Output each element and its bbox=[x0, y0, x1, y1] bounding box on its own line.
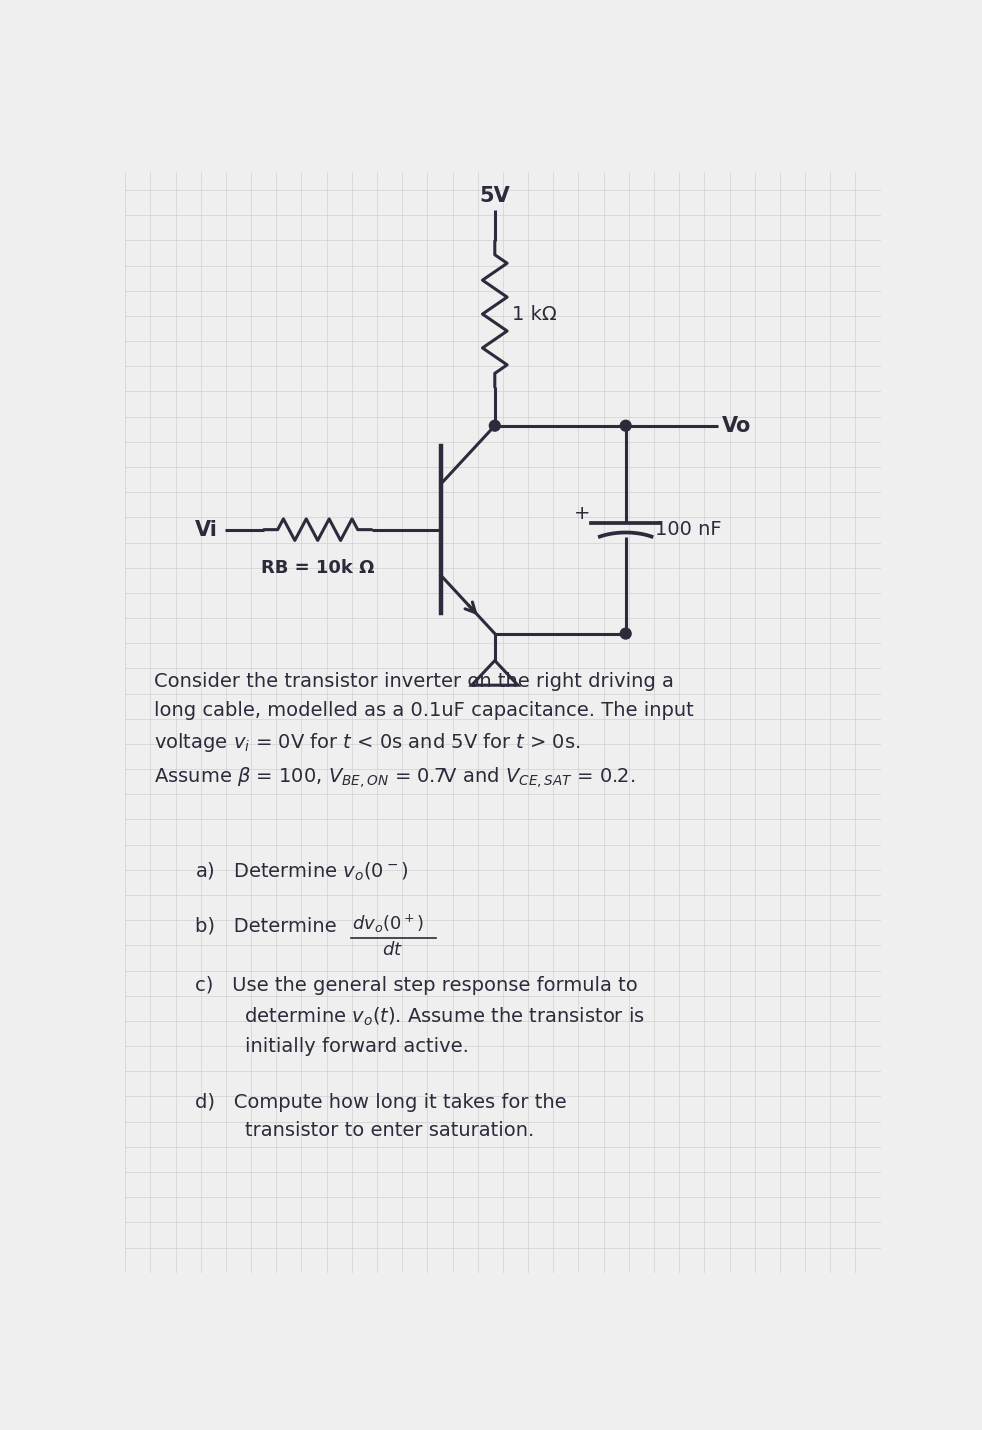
Text: Vo: Vo bbox=[722, 416, 751, 436]
Text: RB = 10k Ω: RB = 10k Ω bbox=[261, 559, 374, 576]
Circle shape bbox=[489, 420, 500, 430]
Text: 1 kΩ: 1 kΩ bbox=[512, 305, 557, 323]
Text: Consider the transistor inverter on the right driving a
long cable, modelled as : Consider the transistor inverter on the … bbox=[154, 672, 694, 791]
Text: b)   Determine: b) Determine bbox=[194, 917, 336, 935]
Text: d)   Compute how long it takes for the
        transistor to enter saturation.: d) Compute how long it takes for the tra… bbox=[194, 1094, 567, 1140]
Text: 5V: 5V bbox=[479, 186, 511, 206]
Circle shape bbox=[621, 420, 631, 430]
Text: 100 nF: 100 nF bbox=[655, 521, 722, 539]
Text: +: + bbox=[573, 503, 590, 523]
Circle shape bbox=[621, 628, 631, 639]
Text: a)   Determine $v_o(0^-)$: a) Determine $v_o(0^-)$ bbox=[194, 861, 409, 884]
Text: $dv_o(0^+)$: $dv_o(0^+)$ bbox=[353, 914, 424, 935]
Text: $dt$: $dt$ bbox=[382, 941, 403, 960]
Text: c)   Use the general step response formula to
        determine $v_o(t)$. Assume: c) Use the general step response formula… bbox=[194, 977, 644, 1055]
Text: Vi: Vi bbox=[194, 519, 218, 539]
